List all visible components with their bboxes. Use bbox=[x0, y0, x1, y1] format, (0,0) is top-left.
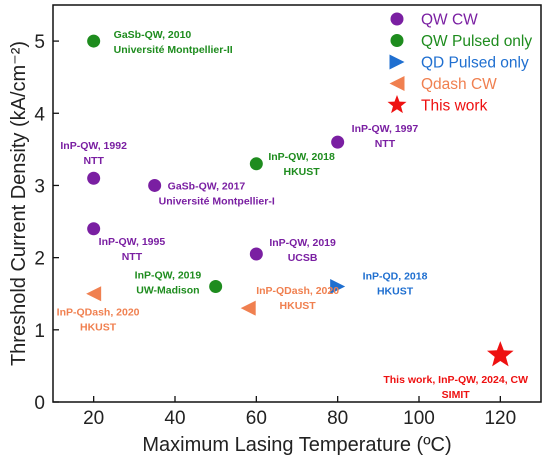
legend-marker bbox=[390, 12, 404, 26]
legend-label: Qdash CW bbox=[421, 76, 497, 93]
x-tick-label: 40 bbox=[164, 408, 185, 429]
y-tick-label: 5 bbox=[34, 32, 45, 53]
point-annotation-line2: NTT bbox=[375, 138, 396, 150]
point-annotation-line1: InP-QDash, 2020 bbox=[256, 285, 339, 297]
point-annotation-line1: InP-QD, 2018 bbox=[363, 271, 428, 283]
point-annotation-line2: HKUST bbox=[80, 322, 117, 334]
x-tick-label: 120 bbox=[484, 408, 516, 429]
point-annotation-line1: InP-QW, 1995 bbox=[99, 236, 166, 248]
legend-label: This work bbox=[421, 98, 488, 115]
point-annotation-line2: HKUST bbox=[280, 300, 317, 312]
point-annotation-line2: Université Montpellier-II bbox=[114, 44, 233, 56]
data-point bbox=[330, 279, 346, 295]
legend-label: QD Pulsed only bbox=[421, 55, 529, 72]
legend-marker bbox=[389, 76, 405, 91]
y-tick-label: 4 bbox=[34, 104, 45, 125]
data-point bbox=[331, 135, 345, 149]
data-point bbox=[249, 247, 263, 261]
y-axis-title: Threshold Current Density (kA/cm⁻²) bbox=[8, 41, 30, 366]
ticks-layer: 20 40 60 80 100 120 0 1 2 3 4 5 bbox=[34, 32, 516, 429]
point-annotation-line1: InP-QW, 2019 bbox=[269, 237, 336, 249]
annotations-layer: InP-QW, 1992 NTT InP-QW, 1995 NTT GaSb-QW, 2… bbox=[57, 29, 528, 401]
y-tick-label: 2 bbox=[34, 249, 45, 270]
legend-marker bbox=[389, 54, 405, 70]
legend-label: QW CW bbox=[421, 12, 478, 29]
point-annotation-line2: NTT bbox=[122, 251, 143, 263]
plot-frame bbox=[52, 4, 542, 403]
point-annotation-line2: NTT bbox=[83, 155, 104, 167]
legend-marker bbox=[390, 34, 404, 47]
data-point bbox=[148, 178, 162, 192]
point-annotation-line1: InP-QW, 1997 bbox=[352, 123, 419, 135]
y-tick-label: 3 bbox=[34, 176, 45, 197]
legend: QW CW QW Pulsed only QD Pulsed only Qdash C… bbox=[387, 12, 532, 115]
point-annotation-line2: Université Montpellier-I bbox=[159, 195, 275, 207]
data-point bbox=[209, 280, 223, 294]
point-annotation-line1: GaSb-QW, 2010 bbox=[114, 29, 192, 41]
y-tick-label: 0 bbox=[34, 393, 45, 414]
data-point bbox=[240, 300, 256, 316]
data-point bbox=[249, 157, 263, 171]
point-annotation-line1: InP-QDash, 2020 bbox=[57, 307, 140, 319]
point-annotation-line1: This work, InP-QW, 2024, CW bbox=[383, 374, 528, 386]
x-axis-title: Maximum Lasing Temperature (ºC) bbox=[142, 434, 451, 456]
data-point bbox=[487, 341, 514, 367]
point-annotation-line1: InP-QW, 1992 bbox=[60, 140, 127, 152]
x-tick-label: 20 bbox=[83, 408, 104, 429]
x-tick-label: 60 bbox=[246, 408, 267, 429]
data-point bbox=[86, 286, 102, 302]
data-points-layer bbox=[86, 34, 514, 367]
point-annotation-line2: UW-Madison bbox=[136, 285, 199, 297]
legend-label: QW Pulsed only bbox=[421, 33, 532, 50]
point-annotation-line1: InP-QW, 2019 bbox=[135, 270, 202, 282]
data-point bbox=[87, 171, 101, 185]
y-tick-label: 1 bbox=[34, 321, 45, 342]
point-annotation-line2: HKUST bbox=[377, 286, 414, 298]
point-annotation-line2: HKUST bbox=[284, 166, 321, 178]
data-point bbox=[87, 222, 101, 236]
x-tick-label: 100 bbox=[403, 408, 435, 429]
point-annotation-line1: InP-QW, 2018 bbox=[268, 151, 335, 163]
point-annotation-line1: GaSb-QW, 2017 bbox=[168, 180, 246, 192]
point-annotation-line2: UCSB bbox=[288, 252, 318, 264]
point-annotation-line2: SIMIT bbox=[442, 389, 471, 401]
legend-marker bbox=[387, 95, 407, 114]
data-point bbox=[87, 34, 101, 48]
x-tick-label: 80 bbox=[327, 408, 348, 429]
